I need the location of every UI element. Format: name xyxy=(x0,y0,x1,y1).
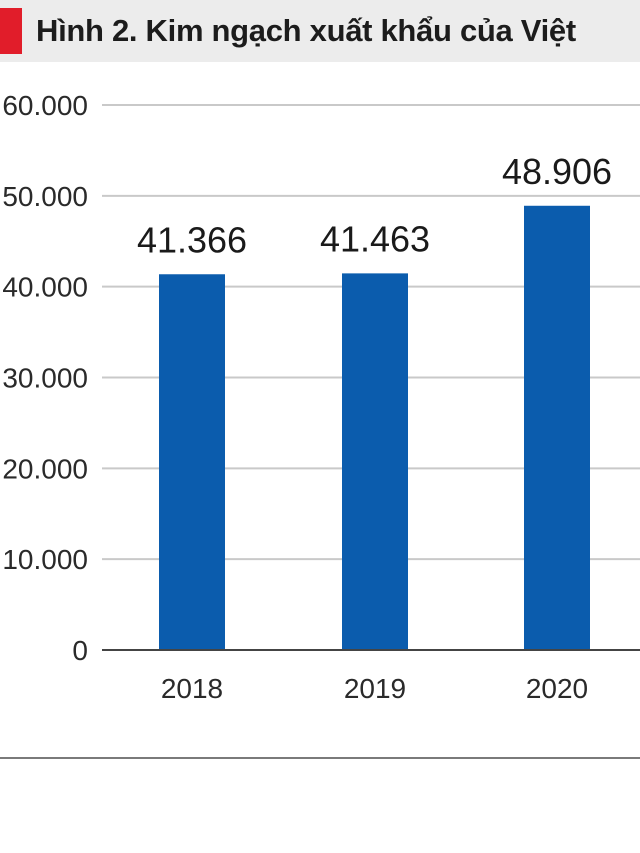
data-labels: 41.366 41.463 48.906 xyxy=(137,151,612,260)
x-tick-label-2019: 2019 xyxy=(344,673,406,704)
bar-2019 xyxy=(342,273,408,650)
data-label-2019: 41.463 xyxy=(320,218,430,259)
bar-2020 xyxy=(524,205,590,650)
y-tick-label: 20.000 xyxy=(2,453,88,484)
y-tick-label: 60.000 xyxy=(2,90,88,121)
y-tick-label: 10.000 xyxy=(2,544,88,575)
x-tick-label-2020: 2020 xyxy=(526,673,588,704)
data-label-2020: 48.906 xyxy=(502,151,612,192)
y-tick-label: 50.000 xyxy=(2,181,88,212)
bar-chart: 0 10.000 20.000 30.000 40.000 50.000 60.000 41… xyxy=(2,90,640,704)
chart-title: Hình 2. Kim ngạch xuất khẩu của Việt xyxy=(36,13,576,48)
bottom-divider xyxy=(0,757,640,759)
y-axis-tick-labels: 0 10.000 20.000 30.000 40.000 50.000 60.000 xyxy=(2,90,88,666)
y-tick-label: 0 xyxy=(72,635,88,666)
data-label-2018: 41.366 xyxy=(137,219,247,260)
bars xyxy=(159,205,590,650)
y-tick-label: 30.000 xyxy=(2,363,88,394)
x-tick-label-2018: 2018 xyxy=(161,673,223,704)
y-tick-label: 40.000 xyxy=(2,272,88,303)
chart-title-bar: Hình 2. Kim ngạch xuất khẩu của Việt xyxy=(0,0,640,62)
bar-2018 xyxy=(159,274,225,650)
x-axis-tick-labels: 2018 2019 2020 xyxy=(161,673,588,704)
title-accent-mark xyxy=(0,8,22,54)
